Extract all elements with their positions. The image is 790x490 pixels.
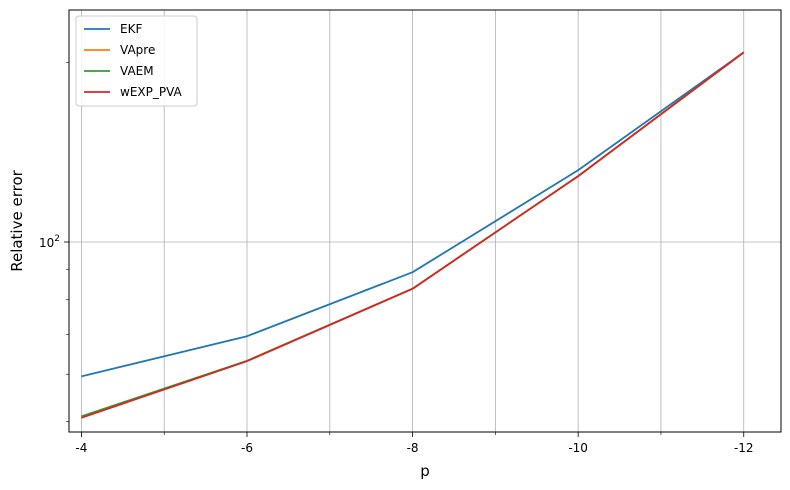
- y-tick-label: 102: [39, 234, 60, 250]
- plot-frame: [68, 9, 782, 433]
- series-lines: [81, 51, 745, 419]
- y-tick-label-base: 10: [39, 236, 54, 250]
- x-axis-label: p: [420, 462, 430, 480]
- legend-label-vapre: VApre: [120, 43, 155, 57]
- legend-label-ekf: EKF: [120, 22, 142, 36]
- series-line-ekf: [81, 51, 745, 378]
- y-axis-label: Relative error: [8, 169, 26, 271]
- x-axis: -4 -6 -8 -10 -12: [75, 432, 754, 455]
- legend: EKF VApre VAEM wEXP_PVA: [75, 15, 198, 107]
- x-tick-label: -8: [407, 441, 419, 455]
- x-tick-label: -4: [75, 441, 87, 455]
- x-tick-label: -12: [734, 441, 754, 455]
- y-axis: 102: [39, 62, 69, 422]
- legend-label-vaem: VAEM: [120, 64, 154, 78]
- grid: [69, 10, 781, 432]
- legend-label-wexp-pva: wEXP_PVA: [120, 85, 183, 99]
- y-tick-label-exponent: 2: [54, 234, 60, 244]
- legend-box: [75, 15, 198, 107]
- x-tick-label: -10: [568, 441, 588, 455]
- x-tick-label: -6: [241, 441, 253, 455]
- series-line-wexp-pva: [81, 51, 745, 419]
